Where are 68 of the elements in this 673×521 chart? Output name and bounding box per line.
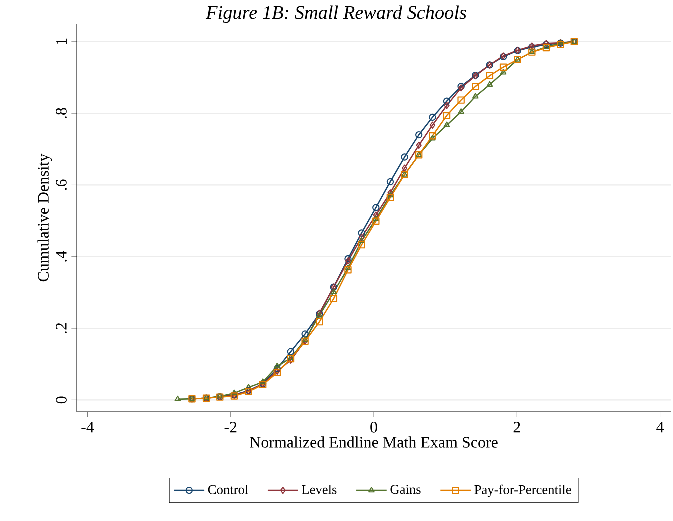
x-tick-label: -2	[224, 422, 237, 433]
point	[344, 266, 352, 274]
point	[288, 354, 294, 360]
point	[486, 72, 494, 80]
point	[458, 96, 465, 104]
point	[302, 330, 309, 338]
point	[429, 114, 436, 122]
point	[458, 108, 465, 114]
legend-label: Gains	[390, 485, 421, 494]
point	[415, 131, 423, 139]
point	[359, 234, 365, 242]
point	[246, 384, 252, 390]
legend-label: Levels	[302, 484, 337, 494]
point	[358, 241, 366, 249]
point	[372, 216, 380, 222]
point	[345, 264, 352, 270]
point	[345, 258, 352, 265]
point	[388, 190, 394, 197]
point	[444, 122, 450, 128]
legend-label: Control	[208, 484, 248, 494]
point	[287, 348, 295, 356]
chart-title: Figure 1B: Small Reward Schools	[206, 6, 466, 24]
point	[386, 194, 394, 202]
point	[330, 288, 338, 294]
point	[274, 365, 281, 373]
y-tick-label: .2	[56, 323, 67, 334]
point	[358, 238, 366, 244]
point	[330, 295, 338, 302]
point	[344, 255, 352, 263]
point	[543, 44, 550, 50]
x-axis-title: Normalized Endline Math Exam Score	[250, 436, 498, 448]
y-tick-label: .6	[56, 180, 67, 190]
point	[429, 132, 436, 140]
point	[416, 142, 422, 150]
point	[500, 64, 508, 71]
point	[387, 192, 394, 198]
x-tick-label: 4	[656, 422, 664, 433]
point	[542, 44, 550, 52]
point	[444, 102, 450, 110]
point	[260, 378, 266, 384]
point	[302, 336, 308, 342]
point	[402, 164, 408, 172]
y-tick-label: .4	[56, 251, 67, 262]
x-tick-label: -4	[82, 422, 94, 433]
point	[386, 178, 394, 186]
point	[274, 362, 281, 369]
point	[372, 218, 380, 226]
y-axis-title: Cumulative Density	[38, 154, 52, 282]
y-tick-label: 0	[56, 396, 67, 404]
point	[401, 154, 408, 161]
legend-label: Pay-for-Percentile	[474, 484, 572, 498]
y-tick-label: 1	[56, 38, 67, 45]
point	[472, 93, 479, 99]
point	[430, 122, 436, 129]
x-tick-label: 0	[370, 422, 378, 433]
point	[500, 69, 507, 75]
point	[231, 390, 238, 396]
point	[472, 83, 480, 90]
point	[443, 98, 451, 105]
point	[486, 81, 494, 87]
point	[358, 230, 366, 237]
y-tick-label: .8	[56, 108, 67, 119]
point	[373, 212, 379, 219]
point	[316, 318, 324, 326]
x-tick-label: 2	[514, 422, 520, 433]
point	[430, 135, 436, 141]
point	[372, 204, 380, 212]
point	[443, 112, 451, 120]
